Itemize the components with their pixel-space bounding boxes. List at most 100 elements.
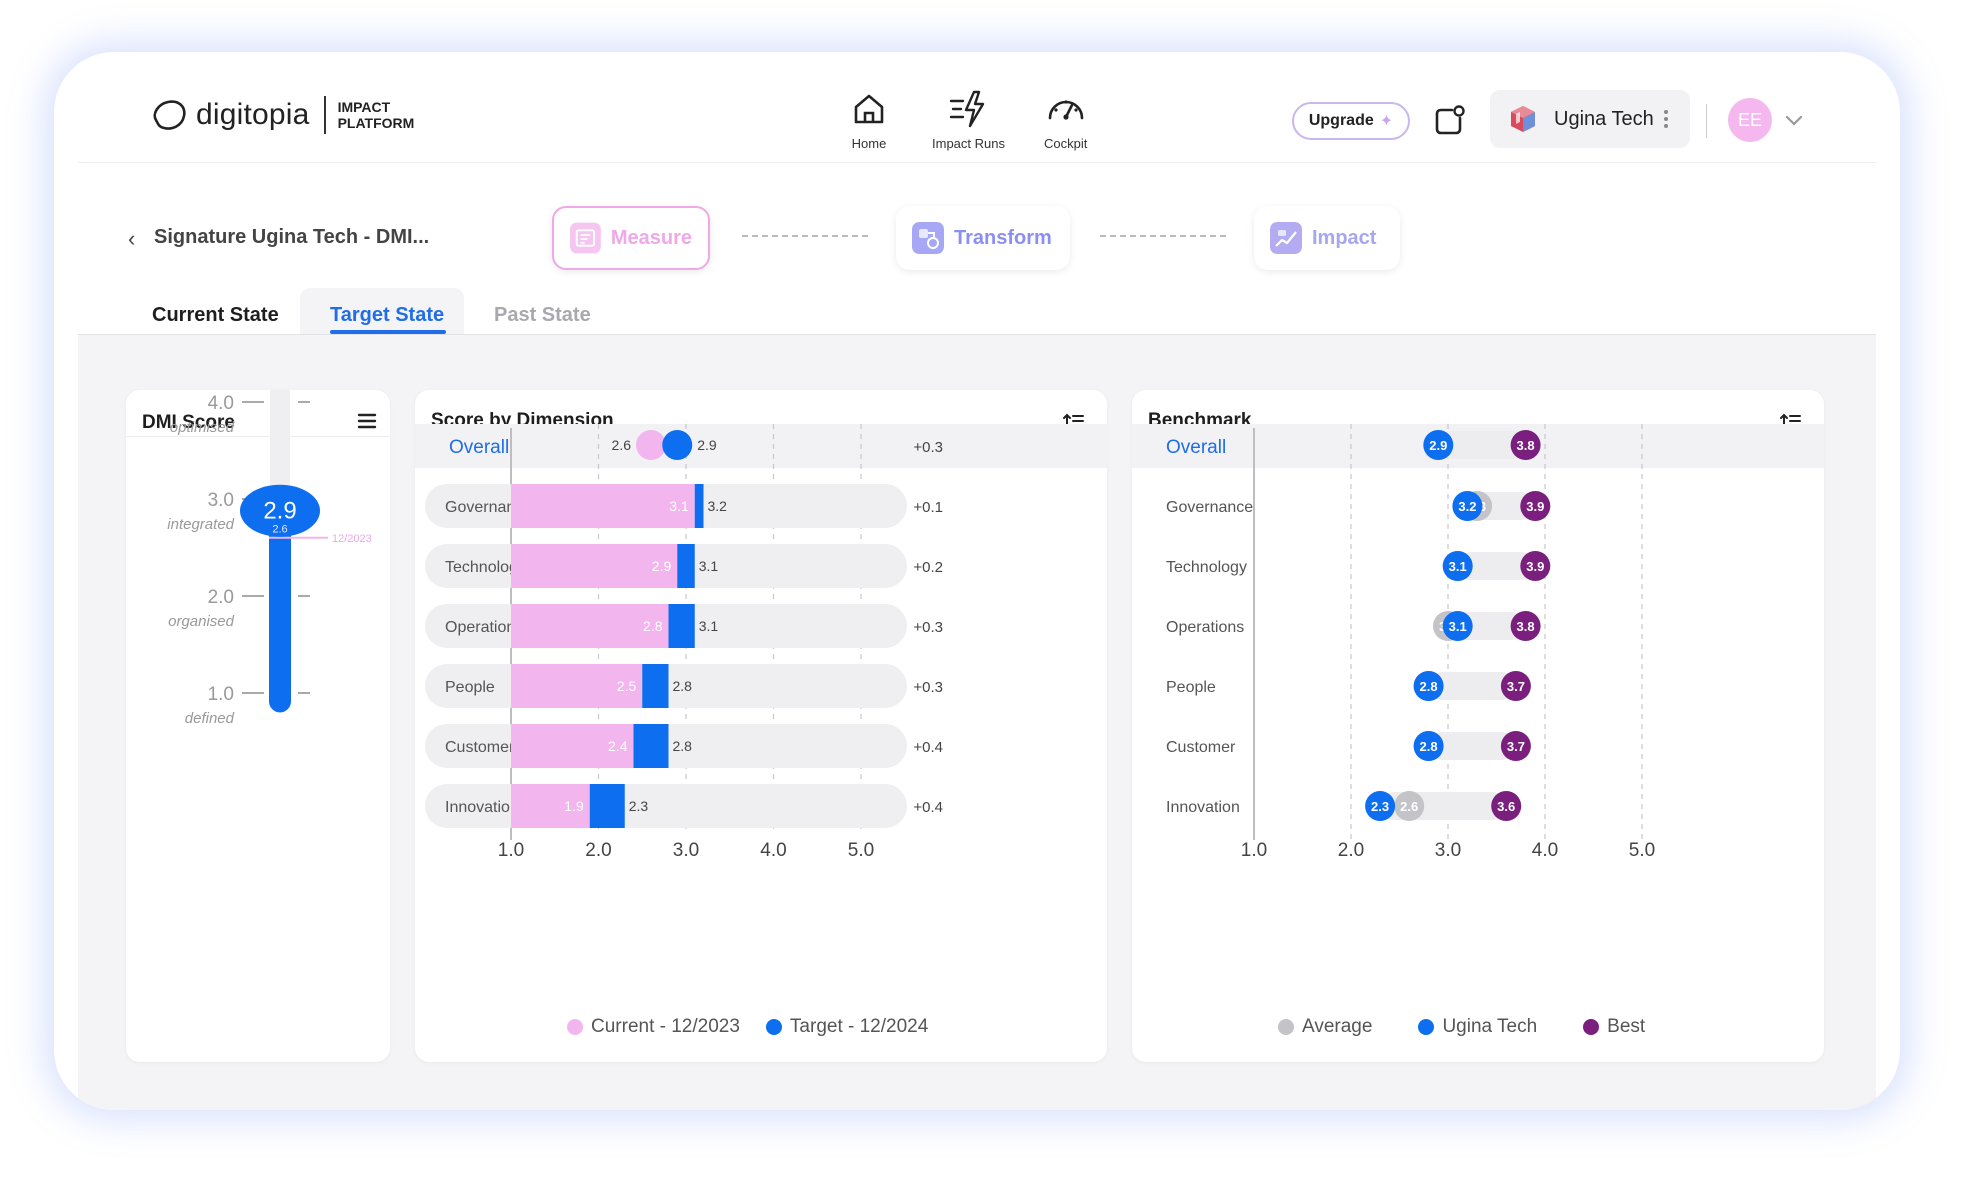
benchmark-average-dot <box>1394 791 1425 821</box>
benchmark-row-label: Innovation <box>1166 799 1240 816</box>
transform-icon <box>912 222 944 254</box>
benchmark-ugina-dot <box>1442 551 1473 581</box>
gauge-score-bubble <box>240 484 320 537</box>
upgrade-label: Upgrade <box>1308 112 1374 129</box>
benchmark-best-dot <box>1491 791 1522 821</box>
breadcrumb-title[interactable]: Signature Ugina Tech - DMI... <box>154 226 430 248</box>
company-name: Ugina Tech <box>1554 107 1654 130</box>
legend-average-swatch <box>1278 1019 1294 1035</box>
benchmark-ugina-label: 3.2 <box>1458 499 1476 514</box>
digitopia-logo-icon <box>153 100 186 130</box>
more-options-icon[interactable] <box>1663 110 1670 128</box>
dimension-x-tick: 1.0 <box>498 840 524 861</box>
brand-divider <box>323 96 326 134</box>
gauge-level-label: integrated <box>167 516 234 533</box>
dimension-delta: +0.3 <box>913 619 943 636</box>
benchmark-range-track <box>1438 431 1526 459</box>
dimension-delta: +0.4 <box>913 739 943 756</box>
tab-past-state[interactable]: Past State <box>494 304 591 326</box>
nav-home[interactable]: Home <box>848 88 890 151</box>
benchmark-x-tick: 2.0 <box>1338 840 1364 861</box>
dimension-legend: Current - 12/2023 Target - 12/2024 <box>567 1016 928 1038</box>
home-icon <box>854 94 884 124</box>
dimension-bar-current <box>511 544 678 588</box>
dimension-chart: 1.0 2.0 3.0 4.0 5.0 Overall 2.6 2.9 +0.3 Governan… <box>415 424 1107 861</box>
overall-target-label: 2.9 <box>697 437 717 453</box>
dimension-bar-current <box>511 724 634 768</box>
benchmark-ugina-label: 2.9 <box>1429 438 1447 453</box>
tab-target-state[interactable]: Target State <box>330 304 445 326</box>
dimension-x-tick: 3.0 <box>673 840 699 861</box>
impact-icon <box>1270 222 1302 254</box>
step-transform[interactable]: Transform <box>896 206 1070 270</box>
benchmark-best-label: 3.9 <box>1526 499 1544 514</box>
dimension-bar-target <box>633 724 669 768</box>
dmi-score-card: DMI Score 5.0digital4.0optimised3.0integ… <box>126 390 390 1062</box>
step-impact[interactable]: Impact <box>1254 206 1400 270</box>
gauge-current-date: 12/2023 <box>332 533 372 545</box>
benchmark-ugina-label: 2.3 <box>1371 799 1389 814</box>
step-measure[interactable]: Measure <box>552 206 710 270</box>
back-chevron-icon[interactable]: ‹ <box>128 226 136 251</box>
legend-current-label: Current - 12/2023 <box>591 1016 740 1037</box>
nav-cockpit-label: Cockpit <box>1044 136 1088 151</box>
benchmark-ugina-dot <box>1423 430 1454 460</box>
dimension-target-label: 3.1 <box>699 618 719 634</box>
dimension-current-label: 1.9 <box>564 798 584 814</box>
benchmark-range-track <box>1428 672 1516 700</box>
nav-home-label: Home <box>851 136 887 151</box>
company-switcher[interactable]: Ugina Tech <box>1490 90 1690 148</box>
step-transform-label: Transform <box>954 226 1052 249</box>
step-impact-label: Impact <box>1312 226 1377 249</box>
tab-current-state[interactable]: Current State <box>152 304 279 326</box>
benchmark-best-label: 3.7 <box>1507 679 1525 694</box>
impact-runs-icon <box>950 90 985 128</box>
benchmark-best-label: 3.9 <box>1526 559 1544 574</box>
nav-impact-runs[interactable]: Impact Runs <box>932 88 1005 151</box>
score-by-dimension-card: Score by Dimension 1.0 2.0 3.0 4.0 5.0 Overal… <box>415 390 1107 1062</box>
dimension-row-label: People <box>445 679 495 696</box>
benchmark-best-dot <box>1500 731 1531 761</box>
dimension-bar-target <box>677 544 695 588</box>
gauge-level-value: 3.0 <box>208 490 234 511</box>
dimension-x-tick: 4.0 <box>760 840 786 861</box>
benchmark-row-label: Governance <box>1166 499 1253 516</box>
benchmark-ugina-label: 3.1 <box>1449 559 1467 574</box>
overall-delta: +0.3 <box>913 439 943 456</box>
benchmark-ugina-dot <box>1452 491 1483 521</box>
nav-cockpit[interactable]: Cockpit <box>1044 88 1087 151</box>
dimension-bar-current <box>511 604 669 648</box>
gauge-level-label: optimised <box>170 419 235 436</box>
chevron-down-icon[interactable] <box>1784 110 1804 130</box>
tab-active-indicator <box>330 330 446 334</box>
benchmark-best-dot <box>1510 611 1541 641</box>
legend-target-label: Target - 12/2024 <box>789 1016 929 1037</box>
legend-best-label: Best <box>1607 1016 1646 1037</box>
benchmark-x-tick: 4.0 <box>1532 840 1558 861</box>
nav-impact-runs-label: Impact Runs <box>932 136 1005 151</box>
dimension-current-label: 3.1 <box>669 498 689 514</box>
notification-icon[interactable] <box>1432 104 1466 138</box>
benchmark-best-dot <box>1520 491 1551 521</box>
benchmark-best-label: 3.7 <box>1507 739 1525 754</box>
legend-ugina: Ugina Tech <box>1418 1016 1537 1038</box>
user-avatar[interactable]: EE <box>1728 98 1772 142</box>
company-logo-icon <box>1511 106 1535 132</box>
benchmark-ugina-label: 2.8 <box>1420 679 1438 694</box>
overall-target-dot <box>662 430 693 460</box>
brand-product-line2: PLATFORM <box>337 115 415 131</box>
brand-logo[interactable]: digitopia IMPACT PLATFORM <box>150 96 414 134</box>
sparkle-icon: ✦ <box>1379 113 1394 130</box>
legend-ugina-swatch <box>1418 1019 1435 1035</box>
dimension-bar-current <box>511 784 590 828</box>
benchmark-best-label: 3.6 <box>1497 799 1515 814</box>
cockpit-gauge-icon <box>1048 100 1083 120</box>
legend-ugina-label: Ugina Tech <box>1442 1016 1538 1037</box>
overall-current-label: 2.6 <box>612 437 632 453</box>
benchmark-x-tick: 3.0 <box>1435 840 1461 861</box>
upgrade-button[interactable]: Upgrade ✦ <box>1292 102 1410 140</box>
menu-icon[interactable] <box>356 412 378 430</box>
benchmark-chart: 1.0 2.0 3.0 4.0 5.0 Overall 2.9 3.8 Governance 3.… <box>1132 424 1824 861</box>
tab-active-background <box>300 288 464 334</box>
benchmark-ugina-dot <box>1365 791 1396 821</box>
